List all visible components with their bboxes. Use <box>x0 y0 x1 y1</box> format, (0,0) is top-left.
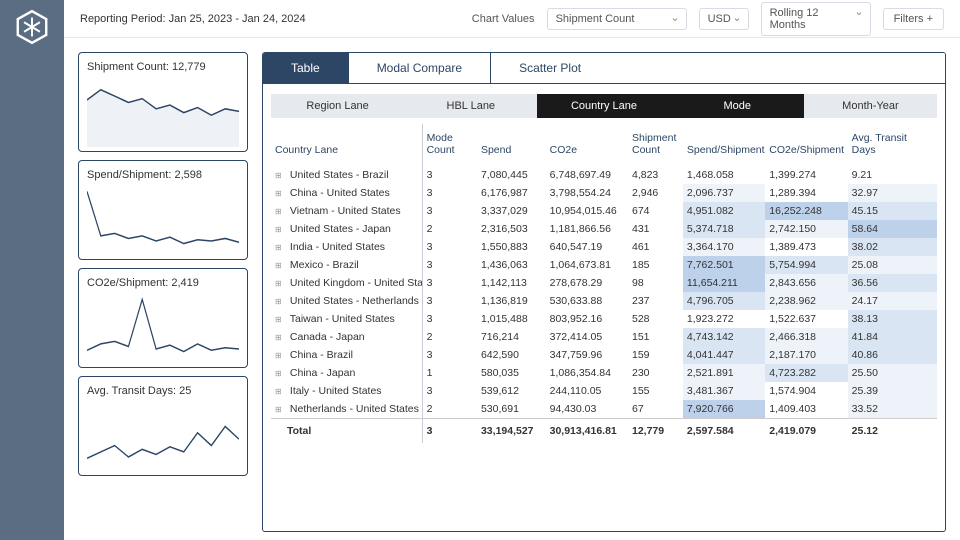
table-body: ⊞ United States - Brazil37,080,4456,748,… <box>271 166 937 419</box>
table-row[interactable]: ⊞ Netherlands - United States2530,69194,… <box>271 400 937 419</box>
sparkline-icon <box>87 293 239 363</box>
kpi-card[interactable]: Shipment Count: 12,779 <box>78 52 248 152</box>
chart-values-select[interactable]: Shipment Count <box>547 8 687 30</box>
view-tab-modal-compare[interactable]: Modal Compare <box>349 53 491 83</box>
expand-icon[interactable]: ⊞ <box>275 333 287 342</box>
content: Shipment Count: 12,779 Spend/Shipment: 2,… <box>64 38 960 540</box>
column-header[interactable]: Mode Count <box>422 124 477 166</box>
app-logo-icon <box>13 8 51 46</box>
expand-icon[interactable]: ⊞ <box>275 387 287 396</box>
view-tab-scatter-plot[interactable]: Scatter Plot <box>491 53 609 83</box>
table-header-row: Country LaneMode CountSpendCO2eShipment … <box>271 124 937 166</box>
table-row[interactable]: ⊞ United States - Japan22,316,5031,181,8… <box>271 220 937 238</box>
kpi-card[interactable]: Avg. Transit Days: 25 <box>78 376 248 476</box>
pivot-tab-month-year[interactable]: Month-Year <box>804 94 937 118</box>
table-row[interactable]: ⊞ United States - Brazil37,080,4456,748,… <box>271 166 937 184</box>
table-row[interactable]: ⊞ China - Japan1580,0351,086,354.842302,… <box>271 364 937 382</box>
expand-icon[interactable]: ⊞ <box>275 261 287 270</box>
table-wrap: Country LaneMode CountSpendCO2eShipment … <box>263 124 945 531</box>
column-header[interactable]: Country Lane <box>271 124 422 166</box>
chart-values-label: Chart Values <box>472 13 535 25</box>
pivot-tab-region-lane[interactable]: Region Lane <box>271 94 404 118</box>
view-tabs: TableModal CompareScatter Plot <box>263 53 945 84</box>
table-row[interactable]: ⊞ Vietnam - United States33,337,02910,95… <box>271 202 937 220</box>
column-header[interactable]: Shipment Count <box>628 124 683 166</box>
table-row[interactable]: ⊞ Taiwan - United States31,015,488803,95… <box>271 310 937 328</box>
expand-icon[interactable]: ⊞ <box>275 279 287 288</box>
expand-icon[interactable]: ⊞ <box>275 207 287 216</box>
topbar: Reporting Period: Jan 25, 2023 - Jan 24,… <box>64 0 960 38</box>
pivot-tab-country-lane[interactable]: Country Lane <box>537 94 670 118</box>
column-header[interactable]: CO2e/Shipment <box>765 124 847 166</box>
sparkline-icon <box>87 77 239 147</box>
table-total-row: Total333,194,52730,913,416.8112,7792,597… <box>271 419 937 444</box>
expand-icon[interactable]: ⊞ <box>275 315 287 324</box>
data-table: Country LaneMode CountSpendCO2eShipment … <box>271 124 937 443</box>
sparkline-icon <box>87 401 239 471</box>
expand-icon[interactable]: ⊞ <box>275 369 287 378</box>
range-select[interactable]: Rolling 12 Months <box>761 2 871 36</box>
expand-icon[interactable]: ⊞ <box>275 243 287 252</box>
column-header[interactable]: Avg. Transit Days <box>848 124 937 166</box>
kpi-title: Avg. Transit Days: 25 <box>87 385 239 397</box>
expand-icon[interactable]: ⊞ <box>275 189 287 198</box>
table-row[interactable]: ⊞ Canada - Japan2716,214372,414.051514,7… <box>271 328 937 346</box>
pivot-tab-mode[interactable]: Mode <box>671 94 804 118</box>
expand-icon[interactable]: ⊞ <box>275 171 287 180</box>
table-row[interactable]: ⊞ United States - Netherlands31,136,8195… <box>271 292 937 310</box>
side-rail <box>0 0 64 540</box>
column-header[interactable]: Spend <box>477 124 546 166</box>
table-row[interactable]: ⊞ Mexico - Brazil31,436,0631,064,673.811… <box>271 256 937 274</box>
main-area: Reporting Period: Jan 25, 2023 - Jan 24,… <box>64 0 960 540</box>
pivot-tab-hbl-lane[interactable]: HBL Lane <box>404 94 537 118</box>
table-zone: TableModal CompareScatter Plot Region La… <box>262 52 946 532</box>
filters-button[interactable]: Filters + <box>883 8 944 30</box>
expand-icon[interactable]: ⊞ <box>275 225 287 234</box>
kpi-title: Shipment Count: 12,779 <box>87 61 239 73</box>
table-row[interactable]: ⊞ India - United States31,550,883640,547… <box>271 238 937 256</box>
sparkline-icon <box>87 185 239 255</box>
table-row[interactable]: ⊞ China - United States36,176,9873,798,5… <box>271 184 937 202</box>
table-row[interactable]: ⊞ Italy - United States3539,612244,110.0… <box>271 382 937 400</box>
kpi-card[interactable]: CO2e/Shipment: 2,419 <box>78 268 248 368</box>
kpi-title: Spend/Shipment: 2,598 <box>87 169 239 181</box>
view-tab-table[interactable]: Table <box>263 53 349 83</box>
kpi-card[interactable]: Spend/Shipment: 2,598 <box>78 160 248 260</box>
kpi-panel: Shipment Count: 12,779 Spend/Shipment: 2,… <box>78 52 248 532</box>
table-row[interactable]: ⊞ United Kingdom - United States31,142,1… <box>271 274 937 292</box>
expand-icon[interactable]: ⊞ <box>275 405 287 414</box>
column-header[interactable]: Spend/Shipment <box>683 124 765 166</box>
table-row[interactable]: ⊞ China - Brazil3642,590347,759.961594,0… <box>271 346 937 364</box>
kpi-title: CO2e/Shipment: 2,419 <box>87 277 239 289</box>
expand-icon[interactable]: ⊞ <box>275 351 287 360</box>
expand-icon[interactable]: ⊞ <box>275 297 287 306</box>
reporting-period: Reporting Period: Jan 25, 2023 - Jan 24,… <box>80 13 460 25</box>
pivot-bar: Region LaneHBL LaneCountry LaneModeMonth… <box>271 94 937 118</box>
currency-select[interactable]: USD <box>699 8 749 30</box>
column-header[interactable]: CO2e <box>546 124 628 166</box>
